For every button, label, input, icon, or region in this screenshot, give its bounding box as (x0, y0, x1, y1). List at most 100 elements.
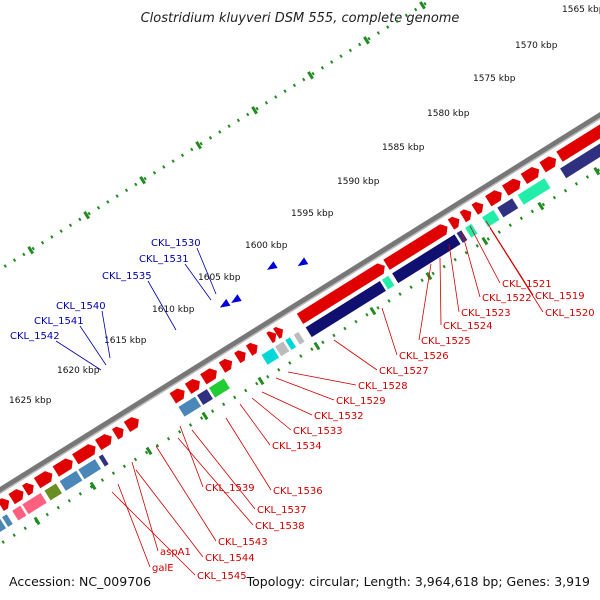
forward-gene (8, 489, 24, 505)
forward-label-leader (191, 429, 256, 510)
forward-gene-label: CKL_1520 (545, 308, 595, 319)
kbp-tick-label: 1590 kbp (337, 177, 380, 187)
forward-label-leader (461, 231, 481, 298)
gene-labels: CKL_1530 CKL_1531 CKL_1535 CKL_1540 CKL_1541… (10, 220, 595, 582)
cog-box (496, 197, 519, 219)
kbp-tick-label: 1610 kbp (152, 305, 195, 315)
forward-gene (169, 388, 185, 404)
forward-gene (33, 471, 53, 489)
reverse-label-leader (196, 247, 217, 295)
kbp-tick-label: 1625 kbp (9, 396, 52, 406)
cog-box (274, 340, 290, 357)
inner-major-tick (33, 516, 41, 526)
forward-gene-label: galE (152, 563, 174, 574)
forward-gene (245, 342, 258, 356)
forward-label-leader (239, 403, 271, 446)
cog-box (208, 377, 231, 399)
forward-gene (383, 224, 448, 270)
forward-label-leader (135, 469, 204, 558)
forward-gene-label: CKL_1532 (314, 411, 364, 422)
cog-box (98, 453, 110, 468)
kbp-tick-label: 1615 kbp (104, 336, 147, 346)
inner-major-tick (89, 481, 97, 491)
kbp-tick-label: 1595 kbp (291, 209, 334, 219)
forward-label-leader (117, 483, 151, 568)
kbp-tick-label: 1585 kbp (382, 143, 425, 153)
cog-box (11, 505, 28, 522)
reverse-gene-label: CKL_1541 (34, 316, 84, 327)
forward-label-leader (225, 417, 272, 491)
cog-box (0, 517, 7, 550)
forward-gene-label: CKL_1533 (293, 426, 343, 437)
major-tick (307, 71, 314, 80)
reverse-gene-label: CKL_1535 (102, 271, 152, 282)
forward-gene (556, 111, 600, 162)
forward-gene (94, 434, 112, 451)
kbp-scale: 1565 kbp 1570 kbp 1575 kbp 1580 kbp 1585 kbp… (9, 5, 600, 406)
forward-gene (485, 190, 502, 207)
cog-box (481, 209, 501, 228)
forward-gene-label: CKL_1537 (257, 505, 307, 516)
forward-label-leader (448, 243, 460, 313)
forward-gene (471, 201, 484, 215)
inner-major-tick (145, 446, 153, 456)
forward-label-leader (155, 445, 217, 542)
forward-gene (234, 350, 246, 364)
forward-label-leader (275, 377, 335, 401)
forward-gene (52, 458, 73, 477)
cog-box (21, 492, 48, 515)
forward-gene-label: CKL_1527 (379, 366, 429, 377)
cog-box (455, 229, 469, 244)
cog-box (260, 347, 280, 366)
forward-gene (200, 368, 217, 385)
major-tick (195, 141, 202, 150)
forward-gene-label: CKL_1526 (399, 351, 449, 362)
forward-label-leader (111, 491, 196, 576)
forward-gene-label: CKL_1538 (255, 521, 305, 532)
forward-gene-label: CKL_1524 (443, 321, 493, 332)
inner-major-tick (201, 411, 209, 421)
forward-gene-label: CKL_1543 (218, 537, 268, 548)
cog-box (559, 141, 600, 179)
forward-label-leader (179, 425, 204, 488)
forward-label-leader (439, 257, 442, 326)
forward-gene (502, 178, 521, 196)
forward-gene-label: CKL_1528 (358, 381, 408, 392)
forward-gene-label: CKL_1544 (205, 553, 255, 564)
forward-label-leader (381, 307, 398, 356)
cog-box (391, 233, 462, 284)
cog-box (304, 280, 387, 338)
kbp-tick-label: 1600 kbp (245, 241, 288, 251)
forward-label-leader (261, 391, 313, 416)
reverse-gene-label: CKL_1540 (56, 301, 106, 312)
forward-gene-label: CKL_1534 (272, 441, 322, 452)
cog-box (77, 458, 102, 480)
forward-label-leader (287, 371, 357, 386)
cog-box (1, 513, 14, 528)
reverse-label-leader (101, 310, 111, 359)
reverse-gene (267, 261, 278, 270)
backbone-line (0, 77, 600, 527)
reverse-label-leader (147, 280, 177, 331)
cog-box (293, 331, 306, 346)
major-tick (363, 36, 370, 45)
forward-gene (539, 156, 557, 173)
forward-label-leader (177, 437, 254, 526)
cog-box (196, 388, 214, 406)
inner-major-tick (593, 166, 600, 176)
forward-gene-label: CKL_1522 (482, 293, 532, 304)
inner-major-tick (481, 236, 489, 246)
map-title: Clostridium kluyveri DSM 555, complete g… (141, 11, 460, 26)
forward-label-leader (131, 461, 159, 552)
reverse-label-leader (55, 340, 102, 371)
kbp-tick-label: 1570 kbp (515, 41, 558, 51)
inner-major-tick (257, 376, 265, 386)
cog-box (43, 482, 63, 502)
backbone-shadow (0, 81, 600, 528)
inner-major-tick (313, 341, 321, 351)
forward-gene (273, 327, 284, 339)
reverse-label-leader (79, 325, 107, 366)
cog-box (284, 336, 297, 351)
forward-gene (459, 209, 472, 223)
